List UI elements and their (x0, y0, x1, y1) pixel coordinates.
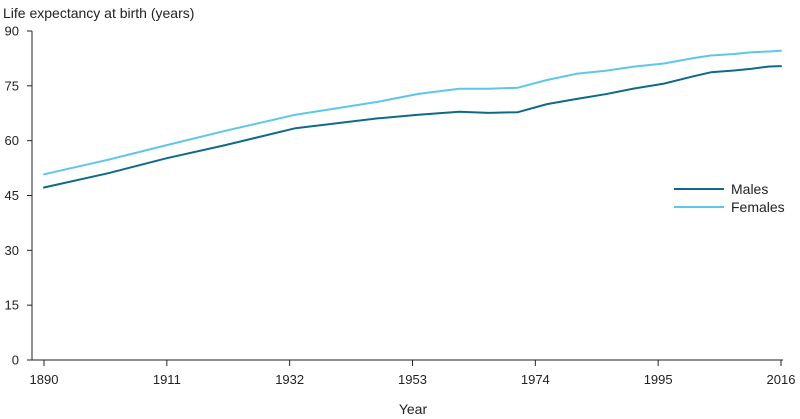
x-tick-label: 1953 (398, 372, 427, 387)
y-tick-label: 60 (5, 133, 19, 148)
y-tick-label: 75 (5, 78, 19, 93)
y-tick-label: 15 (5, 298, 19, 313)
x-axis-title: Year (399, 401, 428, 417)
legend-label-males: Males (731, 181, 768, 197)
y-tick-label: 90 (5, 24, 19, 39)
series-layer (43, 49, 782, 189)
y-tick-label: 30 (5, 243, 19, 258)
y-tick-label: 45 (5, 188, 19, 203)
y-axis-ticks: 0 15 30 45 60 75 90 (5, 24, 32, 368)
series-line-females (43, 49, 782, 176)
legend-label-females: Females (731, 199, 785, 215)
x-axis-ticks: 1890 1911 1932 1953 1974 1995 2016 (30, 360, 796, 387)
x-tick-label: 1995 (644, 372, 673, 387)
legend: Males Females (674, 181, 785, 215)
x-tick-label: 1890 (30, 372, 59, 387)
x-tick-label: 1932 (275, 372, 304, 387)
x-tick-label: 2016 (767, 372, 796, 387)
x-tick-label: 1911 (153, 372, 181, 387)
series-line-males (43, 65, 782, 189)
y-axis-title: Life expectancy at birth (years) (3, 5, 194, 21)
x-tick-label: 1974 (521, 372, 550, 387)
y-tick-label: 0 (12, 353, 19, 368)
